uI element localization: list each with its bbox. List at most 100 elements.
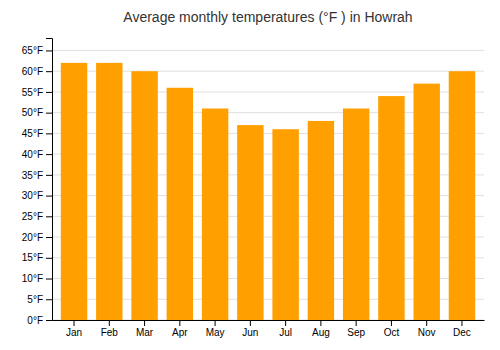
tick: Mar — [136, 320, 154, 338]
tick: Aug — [312, 320, 330, 338]
y-axis: 0°F 5°F 10°F 15°F 20°F 25°F 30°F 35°F 40°F 45°F 50… — [22, 39, 53, 326]
title: Average monthly temperatures (°F ) in Ho… — [123, 9, 412, 25]
tick: 5°F — [27, 294, 52, 305]
tick-label: 45°F — [22, 128, 43, 139]
tick-label: Sep — [347, 327, 365, 338]
tick: 0°F — [27, 315, 52, 326]
tick-mark — [285, 320, 286, 326]
tick-mark — [46, 196, 52, 197]
tick-mark — [46, 237, 52, 238]
bar — [202, 109, 228, 321]
tick: Jun — [242, 320, 258, 338]
tick-label: 55°F — [22, 87, 43, 98]
tick-label: Aug — [312, 327, 330, 338]
tick: 45°F — [22, 128, 52, 139]
bar — [96, 63, 122, 320]
tick: Dec — [453, 320, 471, 338]
tick-label: Apr — [172, 327, 188, 338]
bar — [343, 109, 369, 321]
bar — [237, 125, 263, 320]
axis-line — [53, 320, 485, 321]
axis-line — [46, 39, 53, 321]
tick-label: 20°F — [22, 232, 43, 243]
tick-label: Oct — [384, 327, 400, 338]
tick-mark — [46, 175, 52, 176]
bar — [61, 63, 87, 320]
tick: 30°F — [22, 190, 52, 201]
tick-label: Mar — [136, 327, 154, 338]
tick: Jul — [279, 320, 292, 338]
tick: 25°F — [22, 211, 52, 222]
tick-label: Jan — [66, 327, 82, 338]
tick-mark — [46, 258, 52, 259]
tick: 65°F — [22, 45, 52, 56]
tick: 50°F — [22, 107, 52, 118]
tick-mark — [250, 320, 251, 326]
tick-mark — [461, 320, 462, 326]
tick: 60°F — [22, 66, 52, 77]
bar — [378, 96, 404, 320]
grid — [52, 50, 484, 320]
tick-mark — [46, 71, 52, 72]
tick-label: 0°F — [27, 315, 43, 326]
tick-label: 35°F — [22, 170, 43, 181]
tick-mark — [46, 50, 52, 51]
tick-mark — [356, 320, 357, 326]
tick-mark — [109, 320, 110, 326]
tick: Apr — [172, 320, 188, 338]
bar — [131, 71, 157, 320]
tick-mark — [391, 320, 392, 326]
bar — [167, 88, 193, 320]
plot-area: 0°F 5°F 10°F 15°F 20°F 25°F 30°F 35°F 40°F 45°F 50… — [22, 39, 485, 339]
tick-label: Feb — [101, 327, 119, 338]
tick-label: Jun — [242, 327, 258, 338]
tick: 15°F — [22, 252, 52, 263]
tick-mark — [144, 320, 145, 326]
tick-label: 40°F — [22, 149, 43, 160]
bar — [272, 129, 298, 320]
tick-label: 25°F — [22, 211, 43, 222]
tick-mark — [320, 320, 321, 326]
tick-mark — [46, 216, 52, 217]
tick: 40°F — [22, 149, 52, 160]
x-axis: Jan Feb Mar Apr May Jun Jul Aug Sep Oct Nov Dec — [53, 320, 485, 338]
tick-mark — [46, 113, 52, 114]
tick: May — [206, 320, 225, 338]
tick: Oct — [384, 320, 400, 338]
tick: 35°F — [22, 170, 52, 181]
bar — [413, 84, 439, 320]
tick-mark — [46, 299, 52, 300]
bar — [308, 121, 334, 320]
tick-label: 30°F — [22, 190, 43, 201]
tick-mark — [46, 320, 52, 321]
tick-mark — [179, 320, 180, 326]
tick: 10°F — [22, 273, 52, 284]
tick: Sep — [347, 320, 365, 338]
tick-mark — [215, 320, 216, 326]
tick-label: May — [206, 327, 225, 338]
tick-mark — [46, 279, 52, 280]
tick-mark — [46, 92, 52, 93]
bar — [449, 71, 475, 320]
tick-label: Nov — [418, 327, 436, 338]
tick-mark — [46, 133, 52, 134]
tick-mark — [426, 320, 427, 326]
tick: Nov — [418, 320, 436, 338]
tick-mark — [46, 154, 52, 155]
bars — [61, 63, 475, 320]
tick-label: Jul — [279, 327, 292, 338]
tick-label: 60°F — [22, 66, 43, 77]
tick-label: 5°F — [27, 294, 43, 305]
tick: Jan — [66, 320, 82, 338]
tick-label: Dec — [453, 327, 471, 338]
tick-label: 65°F — [22, 45, 43, 56]
tick-label: 15°F — [22, 252, 43, 263]
tick-label: 10°F — [22, 273, 43, 284]
tick: 55°F — [22, 87, 52, 98]
chart: 0°F 5°F 10°F 15°F 20°F 25°F 30°F 35°F 40°F 45°F 50… — [0, 0, 500, 350]
tick-mark — [74, 320, 75, 326]
tick: Feb — [101, 320, 119, 338]
tick-label: 50°F — [22, 107, 43, 118]
grid-line — [52, 50, 484, 51]
tick: 20°F — [22, 232, 52, 243]
